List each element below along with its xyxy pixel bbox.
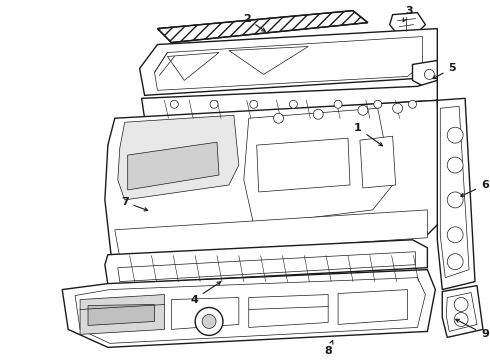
Circle shape <box>454 298 468 311</box>
Polygon shape <box>80 294 165 334</box>
Polygon shape <box>172 298 239 329</box>
Circle shape <box>447 254 463 270</box>
Polygon shape <box>229 46 308 75</box>
Polygon shape <box>168 53 219 80</box>
Polygon shape <box>244 108 392 225</box>
Polygon shape <box>257 138 350 192</box>
Circle shape <box>447 192 463 208</box>
Polygon shape <box>446 293 477 332</box>
Text: 5: 5 <box>433 63 456 78</box>
Circle shape <box>447 157 463 173</box>
Polygon shape <box>338 289 408 324</box>
Text: 9: 9 <box>456 319 489 339</box>
Text: 3: 3 <box>403 6 414 22</box>
Circle shape <box>290 100 297 108</box>
Polygon shape <box>105 100 442 262</box>
Circle shape <box>250 100 258 108</box>
Text: 6: 6 <box>461 180 489 196</box>
Circle shape <box>334 100 342 108</box>
Text: 7: 7 <box>121 197 148 211</box>
Polygon shape <box>142 80 437 118</box>
Circle shape <box>424 69 434 80</box>
Polygon shape <box>118 252 416 282</box>
Polygon shape <box>105 240 427 285</box>
Circle shape <box>447 227 463 243</box>
Polygon shape <box>437 98 475 289</box>
Polygon shape <box>390 13 425 35</box>
Polygon shape <box>441 106 469 278</box>
Circle shape <box>392 103 403 113</box>
Polygon shape <box>128 142 219 190</box>
Polygon shape <box>360 136 395 188</box>
Circle shape <box>358 105 368 115</box>
Circle shape <box>409 100 416 108</box>
Polygon shape <box>118 115 239 200</box>
Text: 1: 1 <box>354 123 382 146</box>
Text: 4: 4 <box>190 282 220 305</box>
Polygon shape <box>154 37 422 90</box>
Text: 8: 8 <box>324 341 333 356</box>
Polygon shape <box>140 28 437 95</box>
Polygon shape <box>249 294 328 328</box>
Circle shape <box>171 100 178 108</box>
Polygon shape <box>88 305 154 325</box>
Circle shape <box>447 127 463 143</box>
Polygon shape <box>413 60 437 88</box>
Circle shape <box>202 315 216 328</box>
Circle shape <box>273 113 284 123</box>
Polygon shape <box>75 278 425 343</box>
Polygon shape <box>442 285 483 337</box>
Circle shape <box>374 100 382 108</box>
Circle shape <box>454 312 468 327</box>
Polygon shape <box>115 210 427 258</box>
Polygon shape <box>62 270 435 347</box>
Polygon shape <box>157 11 368 42</box>
Circle shape <box>313 109 323 119</box>
Circle shape <box>195 307 223 336</box>
Text: 2: 2 <box>243 14 265 31</box>
Circle shape <box>210 100 218 108</box>
